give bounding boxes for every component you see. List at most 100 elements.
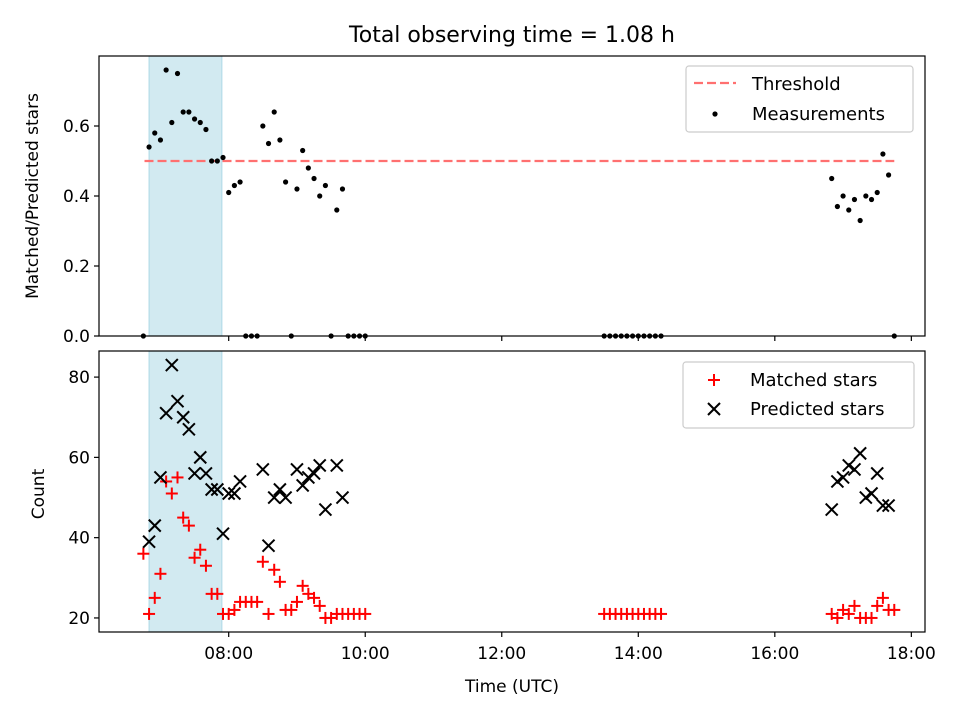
matched-star-point bbox=[290, 595, 303, 608]
measurement-point bbox=[209, 158, 215, 164]
predicted-star-point bbox=[199, 466, 213, 481]
predicted-star-point bbox=[256, 462, 270, 477]
predicted-star-point bbox=[159, 406, 173, 420]
measurement-point bbox=[197, 119, 203, 126]
top-ticks: 0.0 0.2 0.4 0.6 bbox=[63, 117, 912, 347]
matched-star-point bbox=[848, 599, 861, 612]
predicted-star-point bbox=[836, 470, 850, 485]
measurement-point bbox=[163, 67, 169, 73]
predicted-star-point bbox=[853, 446, 867, 461]
matched-star-point bbox=[655, 607, 668, 620]
measurement-point bbox=[868, 196, 875, 203]
measurement-point bbox=[834, 203, 840, 210]
matched-star-point bbox=[273, 575, 286, 588]
x-tick-label: 12:00 bbox=[477, 644, 526, 664]
matched-star-point bbox=[188, 551, 201, 564]
measurement-point bbox=[277, 137, 283, 143]
predicted-star-point bbox=[824, 502, 839, 517]
predicted-star-point bbox=[318, 502, 333, 517]
measurement-point bbox=[203, 126, 209, 133]
predicted-star-point bbox=[148, 518, 162, 533]
matched-star-point bbox=[842, 607, 855, 620]
predicted-star-point bbox=[142, 534, 156, 549]
measurement-point bbox=[874, 189, 880, 196]
top-shaded-interval bbox=[148, 55, 223, 337]
top-y-tick-label: 0.2 bbox=[63, 257, 90, 277]
measurement-point bbox=[271, 109, 277, 115]
bottom-legend-box bbox=[682, 361, 915, 429]
measurement-point bbox=[846, 207, 852, 213]
matched-star-point bbox=[251, 595, 264, 608]
measurement-point bbox=[174, 70, 181, 77]
predicted-star-point bbox=[233, 474, 247, 489]
measurement-point bbox=[157, 137, 164, 143]
x-tick-label: 08:00 bbox=[204, 644, 253, 664]
predicted-star-point bbox=[153, 470, 168, 485]
bottom-y-axis-label: Count bbox=[29, 468, 49, 519]
predicted-star-point bbox=[227, 486, 242, 501]
top-y-tick-label: 0.6 bbox=[63, 117, 90, 137]
matched-star-point bbox=[154, 567, 167, 580]
bottom-panel: 20 40 60 80 08:00 10:00 12:00 14:00 16:00 18:00 C… bbox=[29, 350, 936, 697]
matched-star-point bbox=[137, 547, 150, 560]
matched-star-point bbox=[182, 519, 195, 532]
predicted-star-point bbox=[210, 482, 225, 497]
measurement-point bbox=[282, 179, 289, 185]
legend-matched-label: Matched stars bbox=[750, 370, 877, 391]
predicted-star-point bbox=[313, 458, 327, 473]
predicted-star-point bbox=[170, 394, 185, 408]
measurement-point bbox=[152, 130, 158, 136]
top-markers bbox=[140, 67, 897, 339]
bottom-y-tick-label: 60 bbox=[68, 448, 90, 468]
matched-star-point bbox=[160, 475, 173, 488]
measurement-point bbox=[169, 119, 175, 126]
predicted-star-point bbox=[221, 486, 236, 501]
measurement-point bbox=[237, 179, 243, 185]
bottom-markers bbox=[137, 358, 901, 624]
bottom-legend: Matched stars Predicted stars bbox=[682, 361, 915, 429]
chart-title: Total observing time = 1.08 h bbox=[348, 23, 675, 48]
measurement-point bbox=[180, 109, 186, 115]
legend-measurement-swatch bbox=[712, 111, 718, 117]
measurement-point bbox=[880, 151, 886, 157]
x-tick-label: 10:00 bbox=[341, 644, 390, 664]
matched-star-point bbox=[871, 599, 884, 612]
matched-star-point bbox=[211, 587, 224, 600]
predicted-star-point bbox=[842, 458, 856, 473]
measurement-point bbox=[840, 193, 846, 199]
top-y-tick-label: 0.4 bbox=[63, 187, 90, 207]
top-y-tick-label: 0.0 bbox=[63, 327, 90, 347]
predicted-star-point bbox=[216, 526, 230, 541]
measurement-point bbox=[885, 172, 892, 178]
predicted-star-point bbox=[187, 466, 202, 481]
predicted-star-point bbox=[330, 458, 344, 473]
predicted-star-point bbox=[290, 462, 304, 477]
predicted-star-point bbox=[335, 490, 350, 505]
matched-star-point bbox=[143, 607, 156, 620]
predicted-star-point bbox=[193, 450, 207, 465]
matched-star-point bbox=[313, 599, 326, 612]
bottom-ticks: 20 40 60 80 08:00 10:00 12:00 14:00 16:00 18:00 bbox=[68, 368, 935, 664]
predicted-star-point bbox=[182, 422, 196, 436]
measurement-point bbox=[339, 186, 346, 192]
matched-star-point bbox=[285, 603, 298, 616]
x-tick-label: 14:00 bbox=[614, 644, 663, 664]
matched-star-point bbox=[888, 603, 901, 616]
matched-star-point bbox=[268, 563, 281, 576]
matched-star-point bbox=[148, 591, 161, 604]
legend-threshold-label: Threshold bbox=[751, 74, 841, 95]
matched-star-point bbox=[199, 559, 212, 572]
matched-star-point bbox=[177, 511, 190, 524]
matched-star-point bbox=[262, 607, 275, 620]
bottom-y-tick-label: 80 bbox=[68, 368, 90, 388]
predicted-star-point bbox=[204, 482, 219, 497]
predicted-star-point bbox=[830, 474, 845, 489]
predicted-star-point bbox=[864, 486, 879, 501]
predicted-star-point bbox=[881, 498, 896, 513]
measurement-point bbox=[863, 193, 869, 199]
predicted-star-point bbox=[273, 482, 287, 497]
predicted-star-point bbox=[859, 490, 873, 505]
measurement-point bbox=[857, 217, 863, 224]
predicted-star-point bbox=[876, 498, 890, 513]
